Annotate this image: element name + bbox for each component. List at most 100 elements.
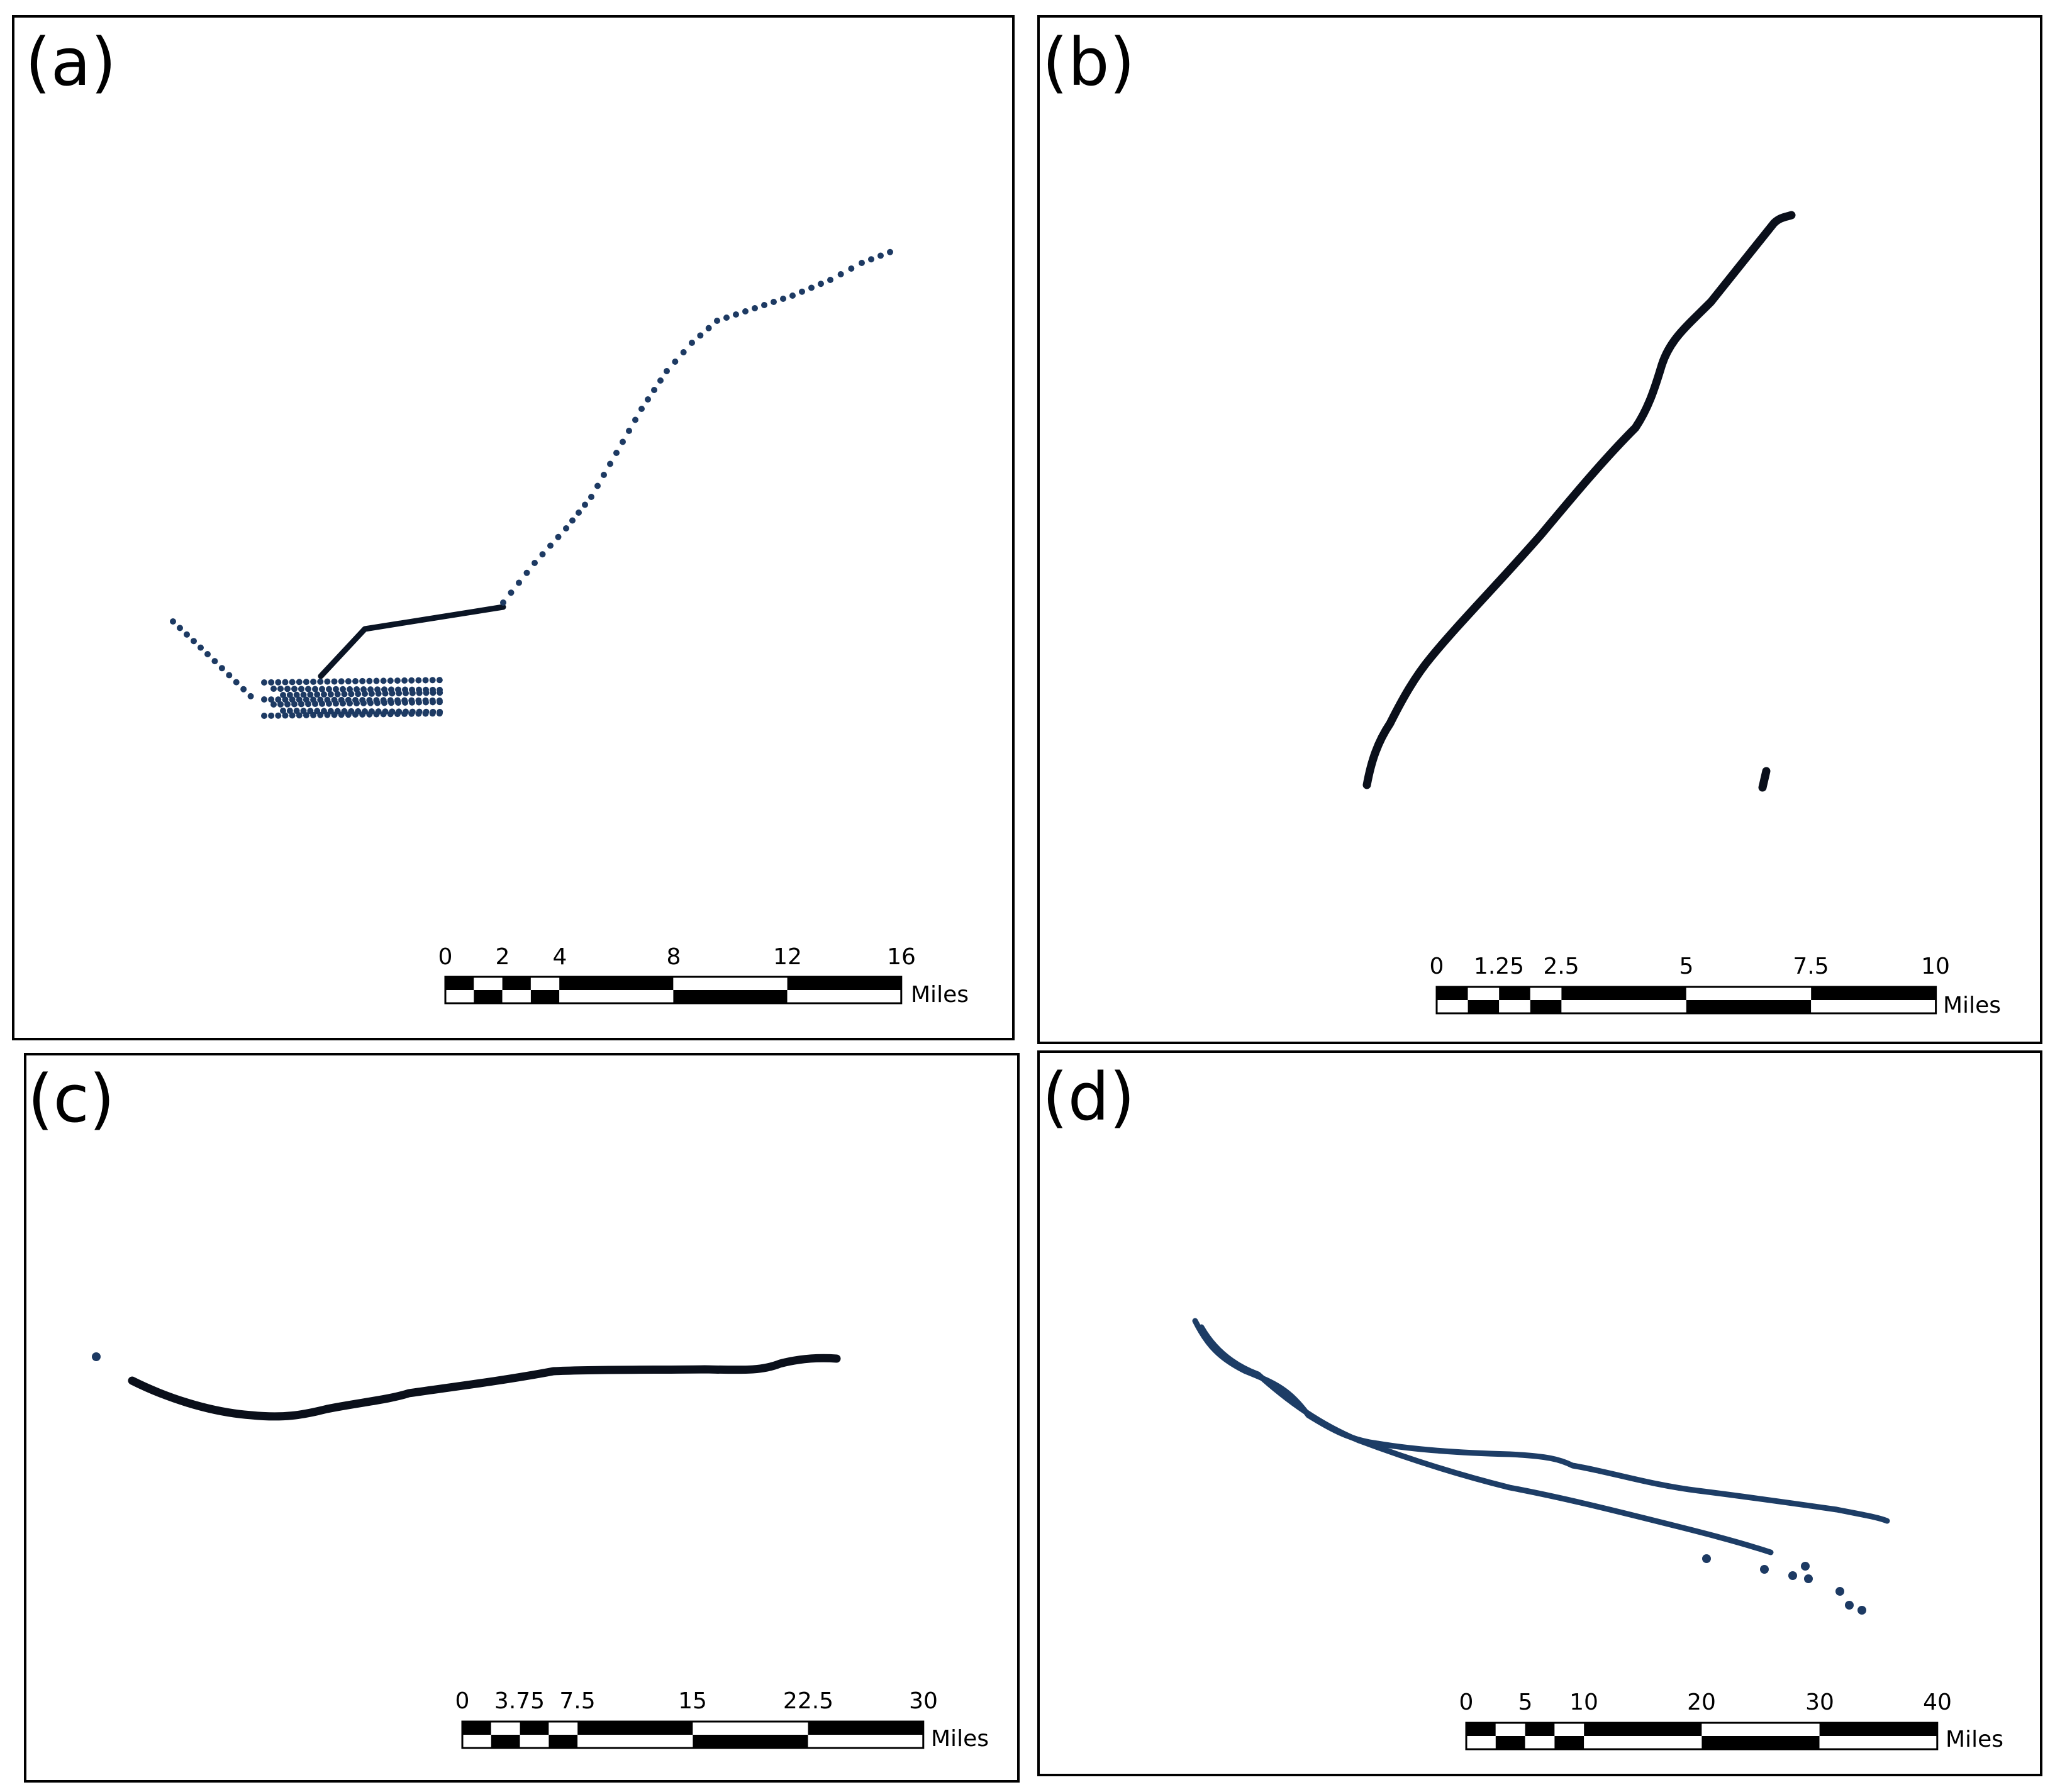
panel-c-scale-tick-0: 0 [455,1688,470,1714]
panel-a-track-point [240,686,247,693]
panel-a-track-point [714,318,720,324]
panel-b-scale-tick-3: 5 [1679,954,1694,979]
panel-a-track-point [284,701,291,708]
panel-a-track-point [742,308,749,314]
panel-a-track-point [354,700,360,707]
panel-b-scale-segments [1435,986,1937,1015]
panel-a-track-point [582,501,588,508]
panel-a-track-point [594,482,601,489]
panel-a-track-point [334,691,341,698]
panel-a-track-point [289,679,296,686]
panel-a-track-point [436,677,443,684]
panel-a-track-point [705,325,712,331]
panel-b: (b) 0 1.25 2.5 5 7.5 10 Miles [1037,15,2042,1044]
panel-a-track-point [298,701,304,708]
panel-a-scale-unit: Miles [911,982,969,1008]
panel-a-track-point [422,710,429,717]
panel-a-scale-segment-top-4 [559,977,674,990]
panel-a-track-point [416,689,423,696]
panel-a-track-point [280,708,286,714]
panel-b-scale-tick-0: 0 [1430,954,1444,979]
panel-a-scale-segment-top-2 [502,977,531,990]
panel-a-scale-tick-2: 4 [553,944,567,970]
panel-a-track [170,248,893,719]
panel-a-track-point [333,686,339,693]
panel-d-track-point [1702,1554,1711,1563]
panel-d: (d) 0 5 10 20 30 40 Miles [1037,1050,2042,1776]
panel-c-scale-tick-4: 22.5 [783,1688,833,1714]
panel-d-track-upper [1192,1318,1890,1524]
panel-c-scale-tick-1: 3.75 [494,1688,545,1714]
panel-a-track-point [198,644,204,651]
panel-a-track-point [282,696,289,703]
panel-a-track-point [408,710,415,717]
panel-c: (c) 0 3.75 7.5 15 22.5 30 Miles [24,1053,1020,1783]
panel-a-scale-segment-bottom-0 [445,990,474,1003]
panel-a-track-point [296,679,303,686]
panel-a-track-point [613,450,620,456]
panel-a-track-point [601,472,607,478]
panel-a-scale-outline [444,976,903,1005]
panel-a-track-point [664,368,670,374]
panel-a-scale-segment-bottom-6 [787,990,901,1003]
panel-d-track-point [1760,1565,1769,1574]
panel-a-track-point [233,679,240,686]
panel-c-scale-bar: 0 3.75 7.5 15 22.5 30 Miles [455,1688,989,1752]
panel-d-scale-tick-0: 0 [1459,1689,1474,1715]
panel-a-track-point [380,711,387,718]
panel-d-scale-tick-5: 40 [1923,1689,1952,1715]
panel-a-track-point [247,693,254,699]
panel-a-scale-segment-top-6 [787,977,901,990]
panel-a-track-point [588,494,594,500]
panel-a-track-point [270,686,277,692]
panel-d-scale-unit: Miles [1946,1727,2003,1752]
panel-a-track-point [576,509,582,516]
panel-a-track-point [261,713,267,719]
panel-a-scale-segment-top-0 [445,977,474,990]
panel-a-track-point [338,711,345,718]
panel-a-track-point [401,710,408,717]
panel-b-scale-segment-top-6 [1811,987,1936,1000]
panel-d-track-lower [1198,1324,1774,1555]
panel-a-track-point [657,377,664,384]
panel-a-track-point [296,712,303,719]
panel-b-label: (b) [1042,24,1135,101]
panel-d-track-point [1804,1574,1813,1583]
panel-a-track-point [408,677,415,684]
panel-c-scale-segment-top-5 [693,1722,808,1735]
panel-a-scale-segment-bottom-5 [673,990,788,1003]
panel-d-scale-tick-3: 20 [1687,1689,1716,1715]
panel-a-track-point [887,248,893,255]
panel-a-track-point [409,689,416,696]
panel-c-track [92,1352,841,1421]
panel-a-track-point [303,712,309,719]
panel-a-track-point [327,691,334,698]
panel-a-track-point [394,677,401,684]
panel-a-track-point [261,679,267,686]
panel-a-track-point [277,701,284,708]
panel-a-track-point [373,677,380,684]
panel-a-track-point [277,686,284,693]
panel-a-track-point [310,678,317,685]
panel-a-track-point [345,711,352,718]
panel-a-track-point [401,677,408,684]
panel-d-scale-segment-top-6 [1819,1723,1937,1736]
panel-a-track-point [312,686,318,693]
panel-a-track-points [170,248,893,719]
panel-a: (a) 0 2 4 8 12 16 Miles [12,15,1015,1040]
panel-a-scale-bar: 0 2 4 8 12 16 Miles [438,944,969,1008]
panel-a-track-point [324,711,331,718]
panel-d-track-point [1857,1606,1866,1615]
panel-a-scale-segment-bottom-2 [502,990,531,1003]
panel-a-track-point [437,699,443,706]
panel-a-track-point [429,677,436,684]
panel-a-track-point [177,625,183,632]
panel-b-scale-segment-bottom-3 [1530,1000,1562,1013]
panel-a-track-point [282,712,289,719]
panel-a-track-point [415,710,422,717]
panel-a-scale-segment-bottom-1 [474,990,503,1003]
panel-a-scale-tick-4: 12 [773,944,802,970]
panel-b-scale-segment-top-3 [1530,987,1562,1000]
panel-a-scale-segments [444,976,903,1005]
panel-c-scale-segment-top-1 [491,1722,520,1735]
